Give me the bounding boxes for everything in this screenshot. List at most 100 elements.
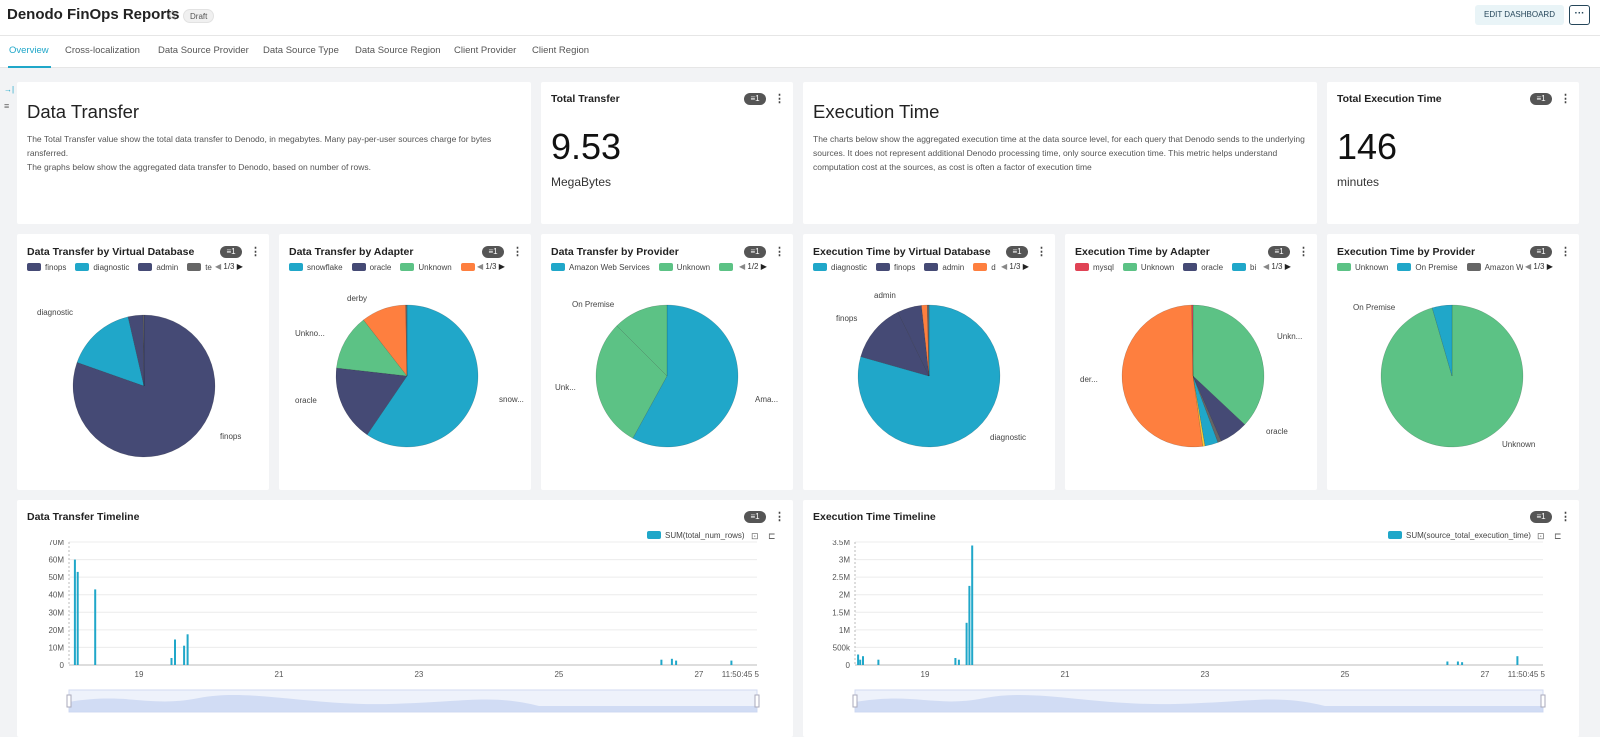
pie-slice[interactable]: [1431, 304, 1453, 377]
zoom-icon[interactable]: ⊡: [1537, 531, 1545, 541]
pie-slice[interactable]: [366, 304, 479, 448]
pie-slice[interactable]: [1380, 304, 1524, 448]
tab-client-provider[interactable]: Client Provider: [454, 45, 517, 56]
legend-item[interactable]: [460, 263, 475, 272]
filter-badge[interactable]: ≡1: [482, 246, 504, 258]
pie-slice[interactable]: [363, 304, 408, 377]
pie-slice[interactable]: [860, 311, 930, 377]
legend-item[interactable]: finops: [876, 263, 915, 272]
bar[interactable]: [971, 545, 974, 666]
legend-item[interactable]: [719, 263, 737, 272]
bar[interactable]: [73, 559, 76, 665]
pie-slice[interactable]: [1191, 304, 1194, 377]
legend-pager[interactable]: ◀ 1/3 ▶: [1525, 262, 1553, 271]
legend-item[interactable]: Unknown: [658, 263, 710, 272]
bar[interactable]: [183, 645, 186, 665]
tab-data-source-provider[interactable]: Data Source Provider: [158, 45, 249, 56]
next-page-icon[interactable]: ▶: [496, 262, 505, 271]
legend-pager[interactable]: ◀ 1/3 ▶: [477, 262, 505, 271]
pie-slice[interactable]: [1192, 375, 1219, 447]
filter-badge[interactable]: ≡1: [1530, 511, 1552, 523]
legend-item[interactable]: bi: [1232, 263, 1256, 272]
bar[interactable]: [1456, 661, 1459, 666]
kebab-menu-icon[interactable]: ⋮: [774, 93, 785, 105]
legend-item[interactable]: admin: [138, 263, 178, 272]
legend-item[interactable]: Unknown: [1337, 263, 1388, 272]
bar[interactable]: [186, 634, 189, 666]
prev-page-icon[interactable]: ◀: [1263, 262, 1272, 271]
next-page-icon[interactable]: ▶: [758, 262, 767, 271]
bar[interactable]: [76, 571, 79, 665]
legend-item[interactable]: admin: [924, 263, 964, 272]
next-page-icon[interactable]: ▶: [1544, 262, 1553, 271]
pie-slice[interactable]: [1192, 304, 1265, 425]
legend-item[interactable]: Amazon W: [1466, 263, 1523, 272]
prev-page-icon[interactable]: ◀: [1001, 262, 1010, 271]
pie-slice[interactable]: [76, 316, 145, 387]
filter-badge[interactable]: ≡1: [1006, 246, 1028, 258]
bar[interactable]: [94, 589, 97, 665]
pie-slice[interactable]: [142, 314, 145, 387]
kebab-menu-icon[interactable]: ⋮: [1560, 246, 1571, 258]
kebab-menu-icon[interactable]: ⋮: [1036, 246, 1047, 258]
legend-item[interactable]: d: [973, 263, 996, 272]
legend-pager[interactable]: ◀ 1/3 ▶: [215, 262, 243, 271]
pie-slice[interactable]: [1192, 375, 1222, 443]
bar[interactable]: [954, 658, 957, 665]
pie-slice[interactable]: [857, 304, 1001, 448]
kebab-menu-icon[interactable]: ⋮: [250, 246, 261, 258]
prev-page-icon[interactable]: ◀: [739, 262, 748, 271]
zoom-reset-icon[interactable]: ⊏: [768, 531, 776, 541]
bar[interactable]: [1446, 661, 1449, 666]
zoom-handle-left[interactable]: [66, 694, 72, 708]
kebab-menu-icon[interactable]: ⋮: [1298, 246, 1309, 258]
bar[interactable]: [877, 659, 880, 665]
legend-item[interactable]: snowflake: [289, 263, 343, 272]
legend-item[interactable]: finops: [27, 263, 66, 272]
bar[interactable]: [174, 639, 176, 666]
legend-item[interactable]: oracle: [1183, 263, 1223, 272]
filter-badge[interactable]: ≡1: [744, 246, 766, 258]
tab-data-source-type[interactable]: Data Source Type: [263, 45, 339, 56]
legend-item[interactable]: Unknown: [400, 263, 452, 272]
bar[interactable]: [957, 659, 960, 665]
bar[interactable]: [862, 656, 864, 665]
pie-slice[interactable]: [336, 319, 408, 377]
pie-slice[interactable]: [897, 305, 930, 377]
filter-badge[interactable]: ≡1: [1530, 246, 1552, 258]
legend-pager[interactable]: ◀ 1/3 ▶: [1263, 262, 1291, 271]
filter-badge[interactable]: ≡1: [744, 93, 766, 105]
legend-item[interactable]: SUM(total_num_rows): [647, 531, 745, 541]
legend-item[interactable]: te: [187, 263, 212, 272]
next-page-icon[interactable]: ▶: [1020, 262, 1029, 271]
next-page-icon[interactable]: ▶: [234, 262, 243, 271]
bar[interactable]: [859, 659, 862, 665]
legend-item[interactable]: On Premise: [1397, 263, 1458, 272]
pie-slice[interactable]: [405, 304, 408, 377]
pie-slice[interactable]: [595, 325, 668, 439]
bar[interactable]: [1516, 656, 1519, 665]
filter-badge[interactable]: ≡1: [220, 246, 242, 258]
pie-slice[interactable]: [72, 314, 216, 458]
bar[interactable]: [170, 658, 173, 665]
legend-item[interactable]: SUM(source_total_execution_time): [1388, 531, 1531, 541]
pie-slice[interactable]: [926, 304, 930, 377]
tab-client-region[interactable]: Client Region: [532, 45, 590, 56]
pie-slice[interactable]: [632, 304, 739, 448]
bar[interactable]: [660, 659, 663, 665]
legend-item[interactable]: Amazon Web Services: [551, 263, 650, 272]
pie-slice[interactable]: [1121, 304, 1204, 448]
tab-cross-localization[interactable]: Cross-localization: [65, 45, 140, 56]
legend-item[interactable]: mysql: [1075, 263, 1114, 272]
legend-item[interactable]: oracle: [351, 263, 391, 272]
next-page-icon[interactable]: ▶: [1282, 262, 1291, 271]
legend-item[interactable]: diagnostic: [813, 263, 867, 272]
bar[interactable]: [968, 585, 971, 665]
tab-data-source-region[interactable]: Data Source Region: [355, 45, 441, 56]
legend-item[interactable]: diagnostic: [75, 263, 129, 272]
pie-slice[interactable]: [921, 304, 930, 377]
prev-page-icon[interactable]: ◀: [1525, 262, 1534, 271]
star-icon[interactable]: ☆: [166, 7, 179, 23]
zoom-handle-right[interactable]: [754, 694, 760, 708]
expand-panel-icon[interactable]: →|: [4, 85, 15, 94]
